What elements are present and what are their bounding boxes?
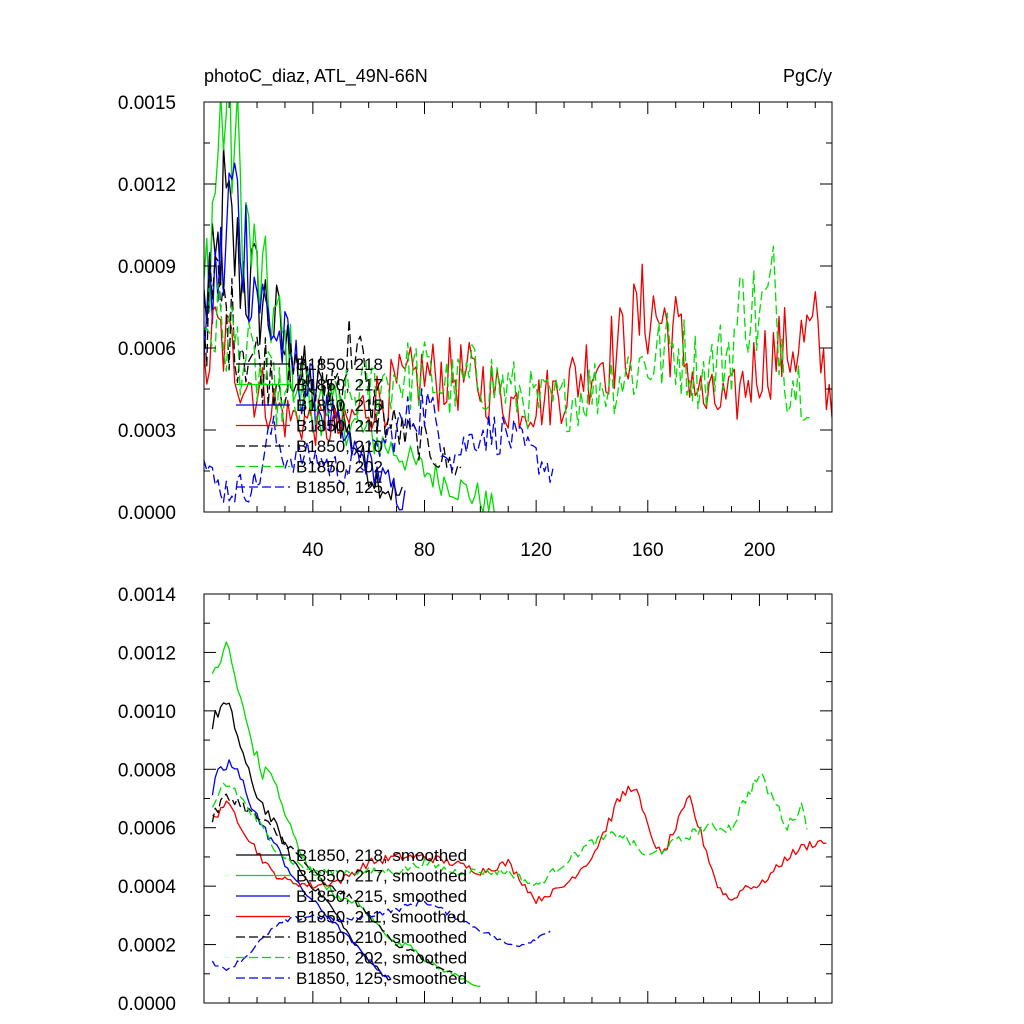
bottom-legend-label-b1850-217-smoothed: B1850, 217, smoothed xyxy=(296,867,467,886)
top-legend-label-b1850-217: B1850, 217 xyxy=(296,376,383,395)
bottom-y-tick-label: 0.0000 xyxy=(118,994,176,1015)
bottom-legend-label-b1850-210-smoothed: B1850, 210, smoothed xyxy=(296,928,467,947)
top-panel: photoC_diaz, ATL_49N-66N PgC/y 0.00000.0… xyxy=(118,66,833,561)
bottom-legend-label-b1850-211-smoothed: B1850, 211, smoothed xyxy=(296,908,466,927)
top-legend-label-b1850-218: B1850, 218 xyxy=(296,355,383,374)
top-panel-axes: 0.0000 0.0003 0.0006 0.0009 0.0012 0.0015 40 80… xyxy=(118,93,833,561)
bottom-legend-label-b1850-202-smoothed: B1850, 202, smoothed xyxy=(296,949,467,968)
bottom-y-tick-label: 0.0006 xyxy=(118,819,176,840)
top-x-tick-label: 200 xyxy=(744,540,776,561)
top-series-line-b1850-125 xyxy=(204,388,554,503)
bottom-y-tick-label: 0.0014 xyxy=(118,585,177,606)
bottom-panel-axes: 0.0000 0.0002 0.0004 0.0006 0.0008 0.0010 0.00… xyxy=(118,585,833,1015)
bottom-series-line-b1850-210-smoothed xyxy=(211,793,453,973)
bottom-panel: 0.0000 0.0002 0.0004 0.0006 0.0008 0.0010 0.00… xyxy=(118,585,833,1015)
top-series-line-b1850-202 xyxy=(204,245,810,433)
top-legend-label-b1850-211: B1850, 211 xyxy=(296,417,382,436)
top-panel-series-layer xyxy=(204,102,832,512)
top-panel-units: PgC/y xyxy=(783,66,832,86)
top-legend-label-b1850-202: B1850, 202 xyxy=(296,458,383,477)
bottom-panel-legend: B1850, 218, smoothed B1850, 217, smoothed… xyxy=(236,846,467,988)
top-y-tick-label: 0.0009 xyxy=(118,257,176,278)
top-series-line-b1850-211 xyxy=(204,263,832,447)
top-panel-title: photoC_diaz, ATL_49N-66N xyxy=(204,66,428,87)
top-x-tick-label: 80 xyxy=(414,540,435,561)
top-y-tick-label: 0.0015 xyxy=(118,93,176,114)
bottom-series-line-b1850-202-smoothed xyxy=(211,772,808,887)
top-y-tick-label: 0.0006 xyxy=(118,339,176,360)
top-legend-label-b1850-125: B1850, 125 xyxy=(296,478,383,497)
bottom-legend-label-b1850-218-smoothed: B1850, 218, smoothed xyxy=(296,846,467,865)
top-series-line-b1850-210 xyxy=(204,253,462,476)
top-x-tick-label: 40 xyxy=(302,540,323,561)
bottom-y-tick-label: 0.0012 xyxy=(118,643,176,664)
bottom-series-line-b1850-125-smoothed xyxy=(211,899,551,971)
bottom-y-tick-label: 0.0004 xyxy=(118,877,177,898)
top-series-line-b1850-218 xyxy=(204,146,403,501)
top-x-tick-label: 160 xyxy=(632,540,664,561)
bottom-series-line-b1850-215-smoothed xyxy=(211,759,392,980)
top-x-tick-label: 120 xyxy=(520,540,552,561)
bottom-panel-series-layer xyxy=(211,641,827,987)
bottom-legend-label-b1850-125-smoothed: B1850, 125, smoothed xyxy=(296,969,467,988)
bottom-legend-label-b1850-215-smoothed: B1850, 215, smoothed xyxy=(296,887,467,906)
bottom-series-line-b1850-217-smoothed xyxy=(211,641,481,987)
top-y-tick-label: 0.0012 xyxy=(118,175,176,196)
bottom-series-line-b1850-211-smoothed xyxy=(212,785,827,905)
top-legend-label-b1850-215: B1850, 215 xyxy=(296,396,383,415)
top-legend-label-b1850-210: B1850, 210 xyxy=(296,437,383,456)
top-series-line-b1850-215 xyxy=(204,162,406,511)
top-y-tick-label: 0.0003 xyxy=(118,421,176,442)
top-y-tick-label: 0.0000 xyxy=(118,503,176,524)
bottom-y-tick-label: 0.0002 xyxy=(118,936,176,957)
bottom-y-tick-label: 0.0008 xyxy=(118,760,176,781)
bottom-y-tick-label: 0.0010 xyxy=(118,702,176,723)
